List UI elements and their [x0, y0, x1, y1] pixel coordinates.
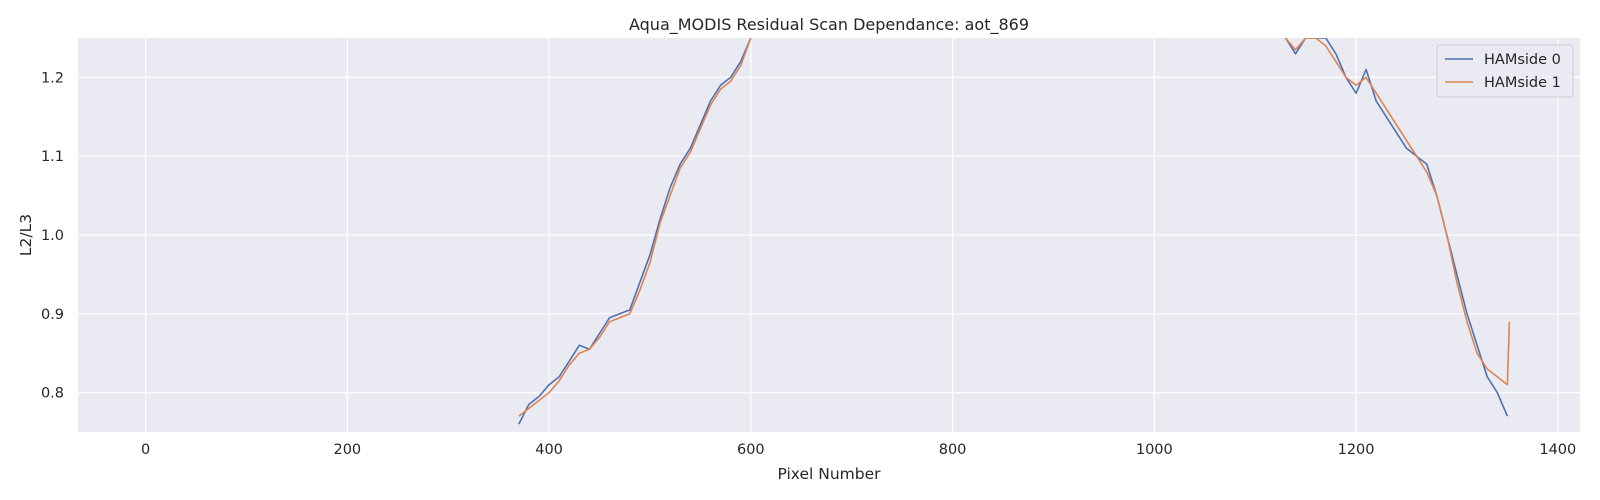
series-line-hamside-0: [1284, 38, 1509, 417]
y-tick-label: 1.2: [41, 70, 64, 86]
grid-lines: [78, 38, 1580, 432]
x-axis-label: Pixel Number: [777, 465, 881, 483]
x-tick-label: 1000: [1136, 442, 1173, 458]
x-tick-label: 0: [141, 442, 150, 458]
y-tick-label: 1.1: [41, 149, 64, 165]
x-tick-label: 200: [333, 442, 361, 458]
series-line-hamside-1: [518, 38, 752, 417]
x-tick-label: 1200: [1338, 442, 1375, 458]
tick-labels: 0 200 400 600 800 1000 1200 1400 0.8 0.9 1.0 1.1 1.2: [41, 70, 1576, 458]
y-tick-label: 1.0: [41, 228, 64, 244]
y-tick-label: 0.8: [41, 386, 64, 402]
legend-box: [1436, 44, 1574, 98]
x-tick-label: 800: [939, 442, 967, 458]
series-line-hamside-1: [1284, 38, 1511, 386]
x-tick-label: 400: [535, 442, 563, 458]
legend: HAMside 0 HAMside 1: [1436, 44, 1574, 98]
x-tick-label: 600: [737, 442, 765, 458]
legend-label-hamside-1: HAMside 1: [1484, 75, 1561, 91]
series-line-hamside-0: [518, 38, 752, 425]
y-axis-label: L2/L3: [17, 214, 35, 256]
x-tick-label: 1400: [1539, 442, 1576, 458]
series-lines: [518, 38, 1511, 425]
chart-title: Aqua_MODIS Residual Scan Dependance: aot…: [629, 15, 1029, 35]
y-tick-label: 0.9: [41, 307, 64, 323]
legend-label-hamside-0: HAMside 0: [1484, 52, 1561, 68]
